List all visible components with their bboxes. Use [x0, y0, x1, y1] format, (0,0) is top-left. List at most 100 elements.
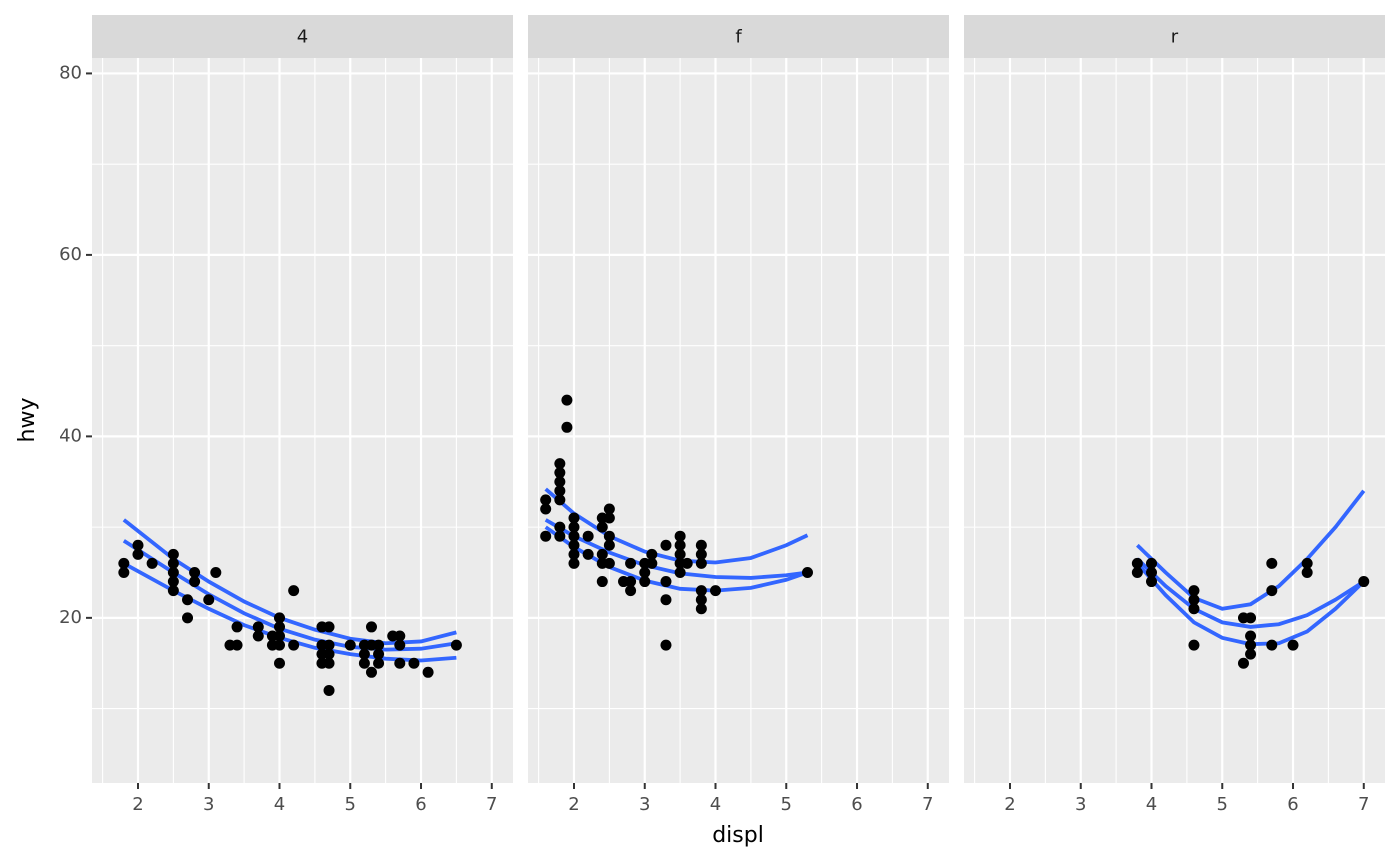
x-tick-label: 2 — [132, 794, 143, 815]
point — [288, 639, 300, 651]
point — [554, 521, 566, 533]
x-tick-label: 3 — [203, 794, 214, 815]
point — [210, 566, 222, 578]
point — [554, 467, 566, 479]
point — [373, 657, 385, 669]
point — [568, 557, 580, 569]
point — [674, 566, 686, 578]
point — [1188, 639, 1200, 651]
x-tick-label: 5 — [1217, 794, 1228, 815]
point — [373, 648, 385, 660]
point — [132, 548, 144, 560]
point — [1245, 639, 1257, 651]
point — [1131, 566, 1143, 578]
point — [695, 585, 707, 597]
point — [801, 566, 813, 578]
point — [1131, 557, 1143, 569]
point — [646, 557, 658, 569]
point — [1358, 576, 1370, 588]
point — [625, 585, 637, 597]
x-tick-label: 6 — [1287, 794, 1298, 815]
point — [167, 566, 179, 578]
point — [596, 548, 608, 560]
point — [189, 566, 201, 578]
x-tick-label: 4 — [710, 794, 721, 815]
point — [182, 612, 194, 624]
point — [568, 512, 580, 524]
point — [561, 421, 573, 433]
point — [695, 594, 707, 606]
trend-line — [1136, 557, 1365, 629]
point — [695, 557, 707, 569]
panel — [964, 58, 1385, 783]
point — [695, 603, 707, 615]
panel — [528, 58, 949, 783]
point — [568, 548, 580, 560]
x-tick-label: 3 — [639, 794, 650, 815]
point — [639, 566, 651, 578]
point — [167, 548, 179, 560]
y-tick-label: 40 — [59, 425, 82, 446]
point — [1146, 557, 1158, 569]
point — [274, 621, 286, 633]
point — [1188, 603, 1200, 615]
point — [625, 576, 637, 588]
x-tick-label: 7 — [1358, 794, 1369, 815]
point — [603, 512, 615, 524]
point — [1188, 585, 1200, 597]
x-tick-label: 3 — [1075, 794, 1086, 815]
point — [394, 630, 406, 642]
point — [1266, 639, 1278, 651]
point — [118, 566, 130, 578]
point — [203, 594, 215, 606]
point — [252, 621, 264, 633]
x-tick-label: 7 — [922, 794, 933, 815]
point — [1146, 566, 1158, 578]
point — [710, 585, 722, 597]
point — [540, 494, 552, 506]
point — [323, 684, 335, 696]
x-tick-label: 4 — [1146, 794, 1157, 815]
point — [646, 548, 658, 560]
x-tick-label: 2 — [568, 794, 579, 815]
point — [568, 530, 580, 542]
strip-label: 4 — [297, 27, 308, 48]
point — [365, 621, 377, 633]
panel — [92, 58, 513, 783]
point — [660, 594, 672, 606]
point — [344, 639, 356, 651]
point — [146, 557, 158, 569]
x-tick-label: 5 — [345, 794, 356, 815]
point — [274, 639, 286, 651]
point — [167, 557, 179, 569]
point — [1245, 612, 1257, 624]
point — [1266, 557, 1278, 569]
point — [408, 657, 420, 669]
point — [1287, 639, 1299, 651]
point — [1245, 648, 1257, 660]
point — [358, 657, 370, 669]
point — [274, 612, 286, 624]
trend-line — [1136, 489, 1366, 611]
point — [568, 521, 580, 533]
strip — [528, 15, 949, 58]
y-axis-title: hwy — [15, 398, 40, 443]
x-tick-label: 7 — [486, 794, 497, 815]
point — [603, 503, 615, 515]
point — [639, 576, 651, 588]
point — [422, 666, 434, 678]
point — [681, 557, 693, 569]
point — [561, 394, 573, 406]
point — [554, 458, 566, 470]
point — [660, 639, 672, 651]
point — [660, 576, 672, 588]
point — [1301, 557, 1313, 569]
point — [1266, 585, 1278, 597]
point — [323, 657, 335, 669]
point — [323, 648, 335, 660]
point — [373, 639, 385, 651]
point — [182, 594, 194, 606]
point — [596, 521, 608, 533]
point — [274, 657, 286, 669]
point — [118, 557, 130, 569]
